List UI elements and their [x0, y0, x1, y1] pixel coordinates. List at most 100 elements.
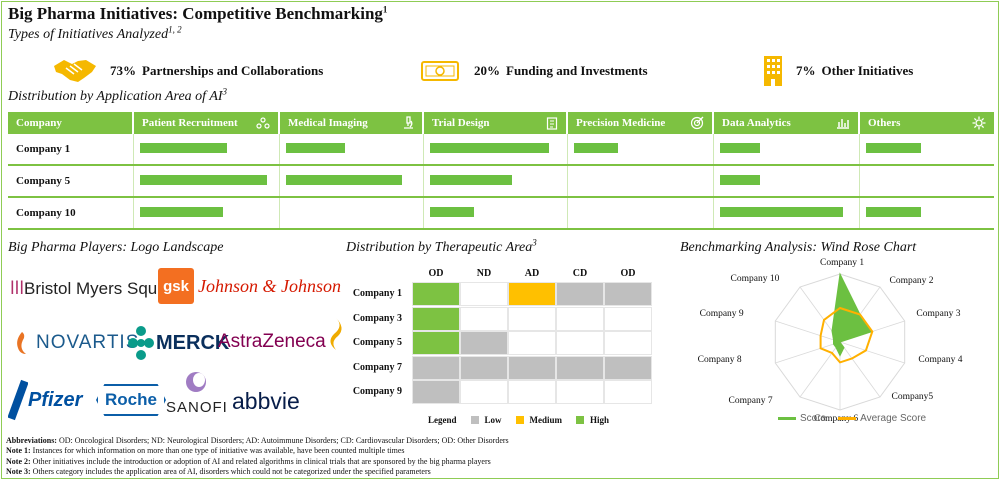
- table-cell: [568, 198, 714, 228]
- heatmap-cell: [460, 355, 508, 380]
- rose-spoke: [799, 341, 841, 398]
- ai-bar: [866, 207, 921, 217]
- col-trial-design: Trial Design: [424, 112, 568, 134]
- col-precision-medicine: Precision Medicine: [568, 112, 714, 134]
- ai-section-title: Distribution by Application Area of AI3: [8, 86, 228, 104]
- col-company: Company: [8, 112, 134, 134]
- legend-average-line: [838, 417, 857, 420]
- table-cell: [714, 166, 860, 196]
- col-data-analytics: Data Analytics: [714, 112, 860, 134]
- heatmap-cell: [460, 331, 508, 355]
- bar-chart-icon: [837, 119, 849, 129]
- heatmap-column-header: OD: [428, 268, 444, 279]
- heatmap-cell: [412, 331, 460, 355]
- table-cell: [860, 166, 994, 196]
- average-score-series: [819, 306, 874, 364]
- table-row: Company 1: [8, 134, 994, 166]
- heatmap-cell: [556, 282, 604, 306]
- wind-rose-title: Benchmarking Analysis: Wind Rose Chart: [680, 240, 917, 255]
- table-cell: [714, 134, 860, 164]
- company-name: Company 10: [8, 198, 134, 228]
- ai-bar: [720, 143, 760, 153]
- col-medical-imaging: Medical Imaging: [280, 112, 424, 134]
- heatmap-cell: [604, 282, 652, 306]
- col-others: Others: [860, 112, 994, 134]
- merck-symbol-icon: [128, 326, 154, 360]
- note-abbreviations: Abbreviations: OD: Oncological Disorders…: [6, 436, 509, 445]
- logo-gsk: gsk: [158, 268, 194, 304]
- heatmap-cell: [412, 355, 460, 380]
- table-cell: [280, 166, 424, 196]
- heatmap-column-header: ND: [476, 268, 492, 279]
- table-cell: [860, 134, 994, 164]
- ai-application-table: Company Patient Recruitment Medical Imag…: [8, 112, 994, 230]
- table-cell: [280, 198, 424, 228]
- ai-bar: [286, 143, 345, 153]
- table-row: Company 10: [8, 198, 994, 230]
- rose-category-label: Company 1: [820, 258, 865, 268]
- microscope-icon: [404, 116, 413, 129]
- ai-bar: [720, 175, 760, 185]
- handshake-icon: [54, 60, 96, 82]
- table-header: Company Patient Recruitment Medical Imag…: [8, 112, 994, 134]
- heatmap-column-header: OD: [620, 268, 636, 279]
- heatmap-cell: [412, 306, 460, 331]
- table-cell: [424, 134, 568, 164]
- heatmap-row-label: Company 5: [352, 337, 402, 348]
- ai-bar: [720, 207, 843, 217]
- heatmap-row-label: Company 9: [352, 386, 402, 397]
- logo-astrazeneca: AstraZeneca: [218, 318, 346, 354]
- ai-bar: [286, 175, 402, 185]
- footnotes: Abbreviations: OD: Oncological Disorders…: [6, 436, 509, 478]
- heatmap-cell: [604, 331, 652, 355]
- heatmap-cell: [508, 282, 556, 306]
- col-patient-recruitment: Patient Recruitment: [134, 112, 280, 134]
- table-cell: [568, 134, 714, 164]
- heatmap-cell: [460, 306, 508, 331]
- table-cell: [714, 198, 860, 228]
- rose-category-label: Company 10: [730, 274, 780, 285]
- pfizer-pill-icon: [8, 379, 28, 421]
- logo-novartis: NOVARTIS: [12, 330, 139, 356]
- heatmap-cell: [604, 380, 652, 404]
- heatmap-cell: [460, 282, 508, 306]
- stat-partnerships: 73% Partnerships and Collaborations: [52, 54, 323, 88]
- note-2: Note 2: Other initiatives include the in…: [6, 456, 491, 466]
- rose-category-label: Company 6: [814, 414, 859, 424]
- sanofi-bird-icon: [186, 372, 206, 392]
- ai-bar: [140, 143, 227, 153]
- rose-category-label: Company 8: [697, 354, 742, 365]
- heatmap-column-header: CD: [572, 268, 588, 279]
- heatmap-column-header: AD: [524, 268, 540, 279]
- rose-category-label: Company 7: [728, 395, 773, 406]
- rose-category-label: Company 4: [918, 354, 963, 365]
- rose-spoke: [775, 320, 841, 343]
- heatmap-cell: [604, 355, 652, 380]
- heatmap-title: Distribution by Therapeutic Area3: [346, 237, 537, 255]
- rose-spoke: [839, 341, 881, 398]
- heatmap-row-label: Company 1: [352, 288, 402, 299]
- astrazeneca-swirl-icon: [330, 318, 342, 350]
- company-name: Company 1: [8, 134, 134, 164]
- rose-spoke: [775, 341, 841, 364]
- heatmap-legend: Legend Low Medium High: [428, 415, 610, 425]
- heatmap-cell: [508, 380, 556, 404]
- ai-bar: [140, 207, 223, 217]
- heatmap-cell: [556, 306, 604, 331]
- rose-category-label: Company 2: [889, 276, 934, 287]
- money-icon: [421, 61, 459, 81]
- ai-bar: [574, 143, 618, 153]
- ai-bar: [430, 143, 549, 153]
- table-cell: [568, 166, 714, 196]
- note-3: Note 3: Others category includes the app…: [6, 467, 431, 477]
- ai-bar: [430, 175, 512, 185]
- building-icon: [764, 56, 782, 86]
- table-cell: [424, 166, 568, 196]
- logo-roche: Roche: [96, 384, 166, 416]
- network-icon: [256, 117, 270, 129]
- ai-bar: [140, 175, 267, 185]
- heatmap-row-label: Company 3: [352, 312, 402, 324]
- stat-other: 7% Other Initiatives: [762, 54, 913, 88]
- logo-abbvie: abbvie: [232, 388, 300, 414]
